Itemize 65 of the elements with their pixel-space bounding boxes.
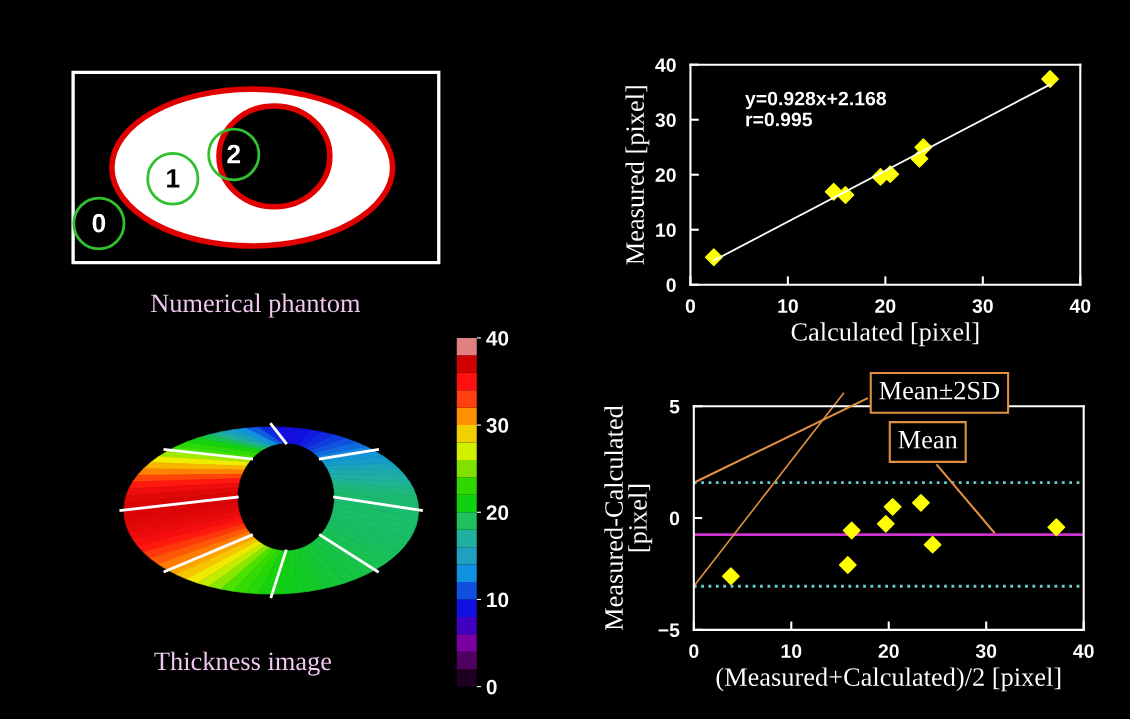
bar	[456, 564, 477, 583]
bar	[456, 582, 477, 600]
y-tick-label: 30	[655, 113, 676, 127]
annotation: Mean±2SD	[879, 381, 1000, 400]
x-tick-label: 10	[781, 644, 802, 659]
point	[883, 497, 902, 516]
x-tick-label: 0	[689, 644, 699, 659]
x-axis-title: Calculated [pixel]	[791, 322, 979, 347]
x-tick-label: 40	[1069, 299, 1091, 313]
bar	[456, 634, 477, 652]
y-axis-title: Measured-Calculated [pixel]	[604, 405, 653, 631]
x-tick-label: 20	[875, 299, 896, 313]
x-tick-label: 20	[878, 644, 899, 659]
x-tick-label: 30	[972, 299, 993, 313]
bar	[456, 529, 477, 548]
bar	[456, 390, 477, 408]
text: 1	[167, 169, 180, 188]
y-tick-label: 20	[486, 505, 509, 521]
bar	[456, 337, 477, 356]
bar	[456, 425, 477, 443]
point	[842, 521, 861, 540]
bar	[456, 494, 477, 513]
bar	[456, 355, 477, 373]
annotation: Mean	[898, 431, 958, 449]
y-tick-label: 40	[655, 58, 676, 72]
bar	[456, 599, 477, 617]
bar	[456, 407, 477, 426]
bar	[456, 459, 477, 478]
point	[838, 556, 857, 574]
bar	[456, 616, 477, 635]
text: 2	[227, 144, 241, 164]
bar	[456, 512, 477, 530]
y-tick-label: −5	[658, 623, 680, 638]
bar	[456, 442, 477, 460]
y-tick-label: 40	[486, 330, 509, 346]
point	[876, 514, 895, 533]
y-tick-label: 20	[655, 168, 676, 182]
y-tick-label: 5	[669, 399, 680, 414]
x-axis-title: (Measured+Calculated)/2 [pixel]	[716, 667, 1061, 692]
text: Thickness image	[154, 651, 332, 676]
bar	[456, 477, 477, 495]
text: 0	[92, 213, 106, 233]
y-tick-label: 0	[666, 278, 676, 292]
bar	[456, 651, 477, 670]
annotation: y=0.928x+2.168	[745, 91, 887, 110]
y-tick-label: 10	[487, 592, 509, 608]
bar	[456, 372, 477, 391]
x-tick-label: 40	[1073, 644, 1094, 659]
y-tick-label: 10	[656, 223, 676, 237]
x-tick-label: 30	[975, 644, 997, 659]
point	[721, 567, 740, 586]
x-tick-label: 10	[778, 299, 798, 313]
point	[923, 535, 942, 554]
y-tick-label: 0	[486, 679, 497, 695]
point	[1041, 70, 1059, 88]
y-axis-title: Measured [pixel]	[625, 86, 650, 265]
point	[1047, 518, 1066, 537]
bar	[456, 547, 477, 565]
y-tick-label: 0	[669, 511, 680, 526]
x-tick-label: 0	[685, 299, 696, 313]
y-tick-label: 30	[486, 418, 509, 433]
bar	[456, 669, 477, 687]
point	[911, 493, 930, 512]
text: Numerical phantom	[150, 293, 361, 318]
annotation: r=0.995	[746, 112, 813, 127]
